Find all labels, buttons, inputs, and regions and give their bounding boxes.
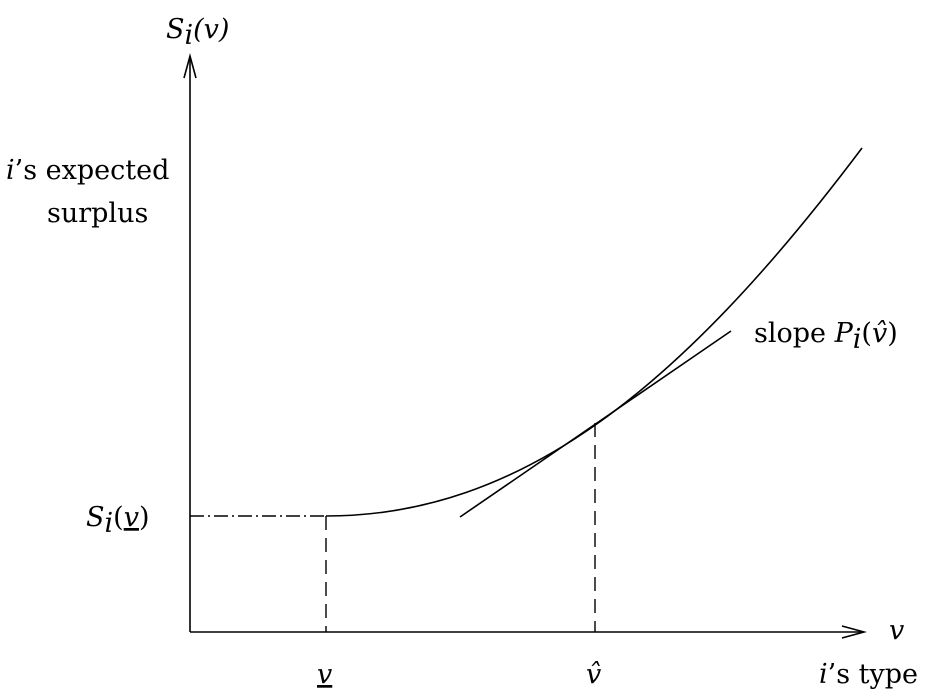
v-hat-label: v̂ xyxy=(586,659,601,689)
tangent-slope-label: slope Pi(v̂) xyxy=(754,318,898,355)
y-axis-caption-line2: surplus xyxy=(47,198,148,229)
x-axis-arrowhead xyxy=(841,625,868,639)
y-axis-caption-line1: i’s expected xyxy=(6,155,169,186)
x-axis-caption: i’s type xyxy=(819,659,918,689)
y-axis-title: Si(v) xyxy=(166,14,229,51)
x-axis-variable-label: v xyxy=(889,615,904,646)
s-lower-label: Si(v) xyxy=(86,502,150,539)
tangent-line xyxy=(459,330,732,518)
v-lower-label: v xyxy=(317,659,332,689)
y-axis-arrowhead xyxy=(183,52,197,79)
